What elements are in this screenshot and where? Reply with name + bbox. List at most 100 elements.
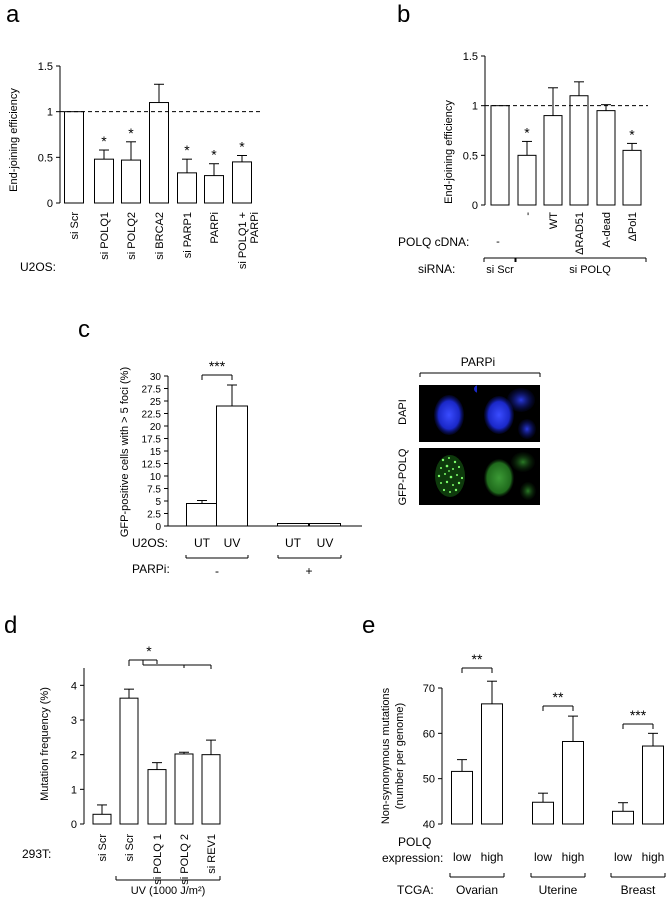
category-label: si PARP1 [182, 212, 194, 258]
gfp-diffuse-image [484, 452, 536, 500]
y-tick-label: 70 [423, 683, 435, 695]
y-tick-label: 0 [47, 198, 53, 210]
bar [569, 95, 589, 206]
y-tick-label: 2 [71, 750, 77, 762]
category-label: si REV1 [206, 834, 218, 874]
bar [174, 753, 194, 825]
bar [216, 405, 248, 527]
y-tick-label: 7.5 [147, 485, 161, 496]
bar [186, 503, 218, 527]
bar [177, 172, 197, 204]
row-label: U2OS: [132, 536, 168, 550]
significance-mark: * [239, 139, 245, 155]
micrograph-dapi-untreated [419, 385, 482, 442]
y-tick-label: 40 [423, 819, 435, 831]
panel-letter-e: e [362, 612, 375, 639]
bar [92, 813, 112, 825]
bar [543, 115, 563, 206]
y-tick-label: 30 [150, 372, 162, 383]
y-tick-label: 0 [472, 200, 478, 212]
panel-letter-a: a [6, 1, 20, 28]
sirna-group-label: si Scr [486, 264, 514, 276]
y-axis-label-line2: (number per genome) [394, 703, 406, 809]
micrograph-row-gfp: GFP-POLQ [397, 448, 409, 505]
y-tick-label: 15 [150, 447, 162, 458]
bar [201, 754, 221, 825]
significance-mark: * [211, 147, 217, 163]
significance-mark: * [629, 126, 635, 142]
micrograph-gfp-parpi [477, 448, 540, 505]
bar [490, 105, 510, 206]
y-tick-label: 1 [472, 101, 478, 113]
cdna-label: ΔPol1 [627, 212, 639, 241]
category-label: si POLQ1 + [237, 212, 249, 269]
category-label: si POLQ1 [99, 212, 111, 260]
row-label: POLQ cDNA: [398, 235, 469, 249]
bar [119, 697, 139, 825]
category-label: si POLQ2 [126, 212, 138, 260]
row-label: PARPi: [132, 562, 170, 576]
significance-mark: *** [630, 707, 647, 723]
y-tick-label: 17.5 [142, 435, 162, 446]
category-label: si POLQ 1 [152, 834, 164, 885]
y-axis-label: End-joining efficiency [8, 88, 20, 192]
bar [532, 801, 554, 825]
tcga-group-label: Uterine [539, 883, 578, 897]
significance-mark: *** [209, 358, 226, 374]
y-tick-label: 60 [423, 728, 435, 740]
bar [121, 159, 141, 204]
y-tick-label: 0.5 [463, 150, 478, 162]
dapi-nucleus-image [484, 388, 536, 439]
bar [309, 523, 341, 527]
significance-mark: * [128, 125, 134, 141]
y-tick-label: 1 [71, 784, 77, 796]
y-axis-label: Non-synonymous mutations [380, 687, 392, 824]
row-label: siRNA: [418, 262, 455, 276]
category-label: PARPi [249, 212, 261, 244]
y-tick-label: 1 [47, 107, 53, 119]
significance-mark: * [146, 643, 152, 659]
y-tick-label: 4 [71, 680, 77, 692]
parpi-group-label: - [215, 564, 219, 578]
cdna-label: - [522, 212, 534, 216]
expression-label: high [562, 850, 585, 864]
panel-letter-b: b [397, 1, 410, 28]
row-label: TCGA: [397, 883, 434, 897]
y-tick-label: 0 [155, 522, 161, 533]
charts-layer: 00.511.5*** **End-joining efficiencyU2OS:… [8, 51, 666, 897]
micrograph-row-dapi: DAPI [397, 399, 409, 425]
category-label: si POLQ 2 [179, 834, 191, 885]
y-axis-label: End-joining efficiency [443, 100, 455, 204]
expression-label: high [642, 850, 665, 864]
expression-label: high [481, 850, 504, 864]
bar [147, 769, 167, 825]
bar [64, 111, 84, 204]
significance-mark: ** [472, 651, 483, 667]
y-tick-label: 5 [155, 497, 161, 508]
parpi-group-label: + [305, 564, 312, 578]
y-tick-label: 0.5 [38, 152, 53, 164]
row-label: U2OS: [20, 260, 56, 274]
treatment-label: UV [317, 536, 334, 550]
bar [277, 523, 309, 527]
category-label: si BRCA2 [154, 212, 166, 260]
sirna-group-label: si POLQ [569, 264, 611, 276]
y-tick-label: 1.5 [463, 51, 478, 63]
bar [451, 770, 473, 825]
bar [481, 703, 503, 825]
bar [232, 161, 252, 204]
expression-label: low [534, 850, 552, 864]
gfp-foci-image [435, 455, 465, 497]
treatment-label: UV [224, 536, 241, 550]
micrograph-gfp-untreated [419, 448, 482, 505]
panel-letter-c: c [78, 316, 90, 343]
micrograph-dapi-parpi [477, 385, 540, 442]
y-tick-label: 22.5 [142, 410, 162, 421]
row-label: 293T: [22, 847, 51, 861]
tcga-group-label: Breast [621, 883, 656, 897]
y-axis-label: Mutation frequency (%) [39, 687, 51, 801]
bar [517, 154, 537, 206]
y-tick-label: 27.5 [142, 385, 162, 396]
bar [642, 745, 664, 825]
significance-mark: * [101, 133, 107, 149]
